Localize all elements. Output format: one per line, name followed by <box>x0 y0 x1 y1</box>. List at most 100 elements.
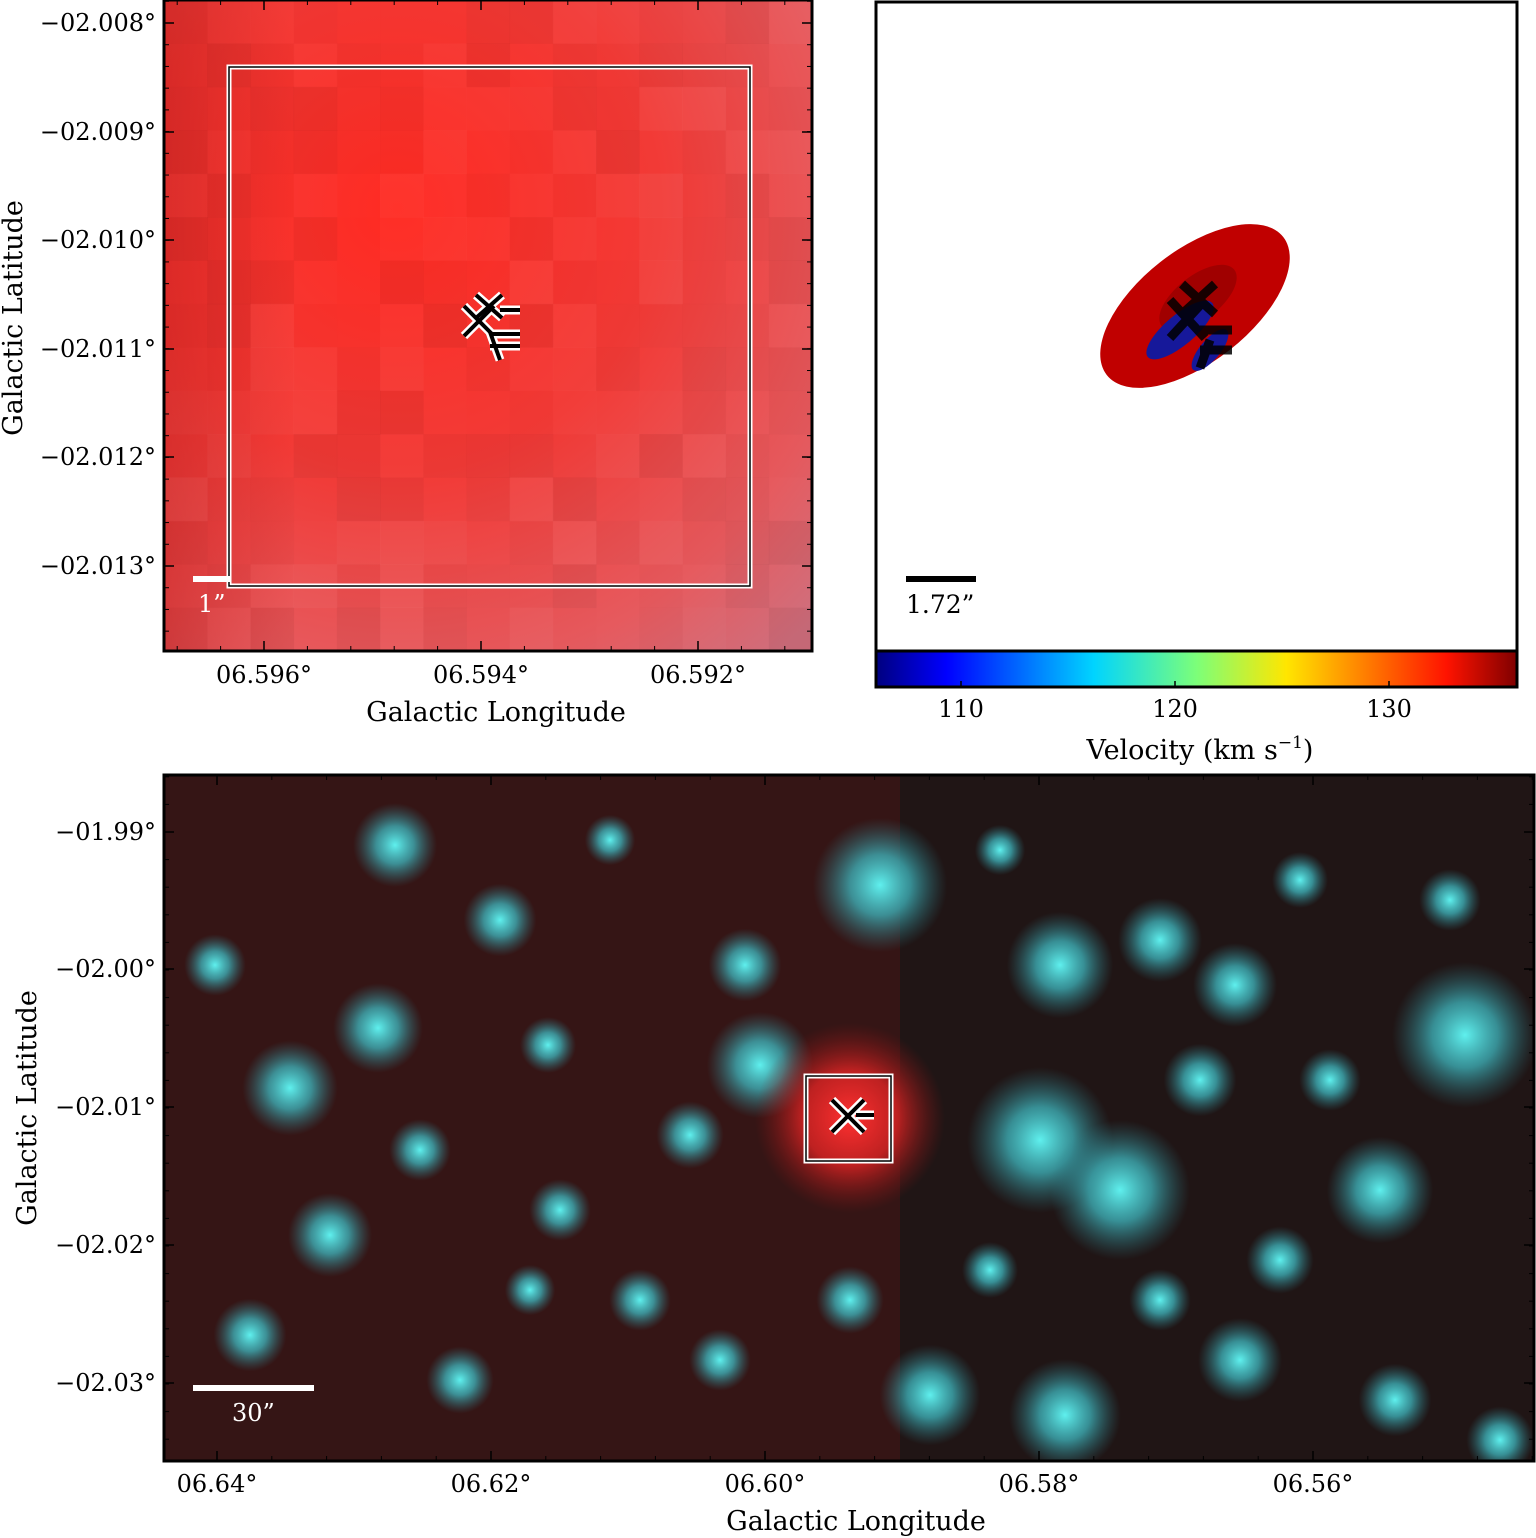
tl-pixel <box>294 477 338 521</box>
tl-pixel <box>423 347 467 391</box>
tl-pixel <box>553 174 597 218</box>
tl-pixel <box>293 390 338 435</box>
tl-pixel <box>639 391 683 435</box>
source-blob <box>1163 1043 1237 1117</box>
tl-pixel <box>294 0 338 44</box>
tl-ytick-label: −02.009° <box>40 118 156 146</box>
tl-pixel <box>423 260 467 304</box>
tl-pixel <box>509 260 554 305</box>
tl-xlabel: Galactic Longitude <box>366 697 626 728</box>
tl-pixel <box>639 304 683 348</box>
tl-pixel-grid <box>164 0 813 652</box>
bottom-xtick-label: 06.58° <box>999 1470 1080 1498</box>
colorbar-tick-label: 130 <box>1366 695 1412 723</box>
source-blob <box>1050 1120 1190 1260</box>
source-blob <box>1006 911 1114 1019</box>
tl-pixel <box>337 87 381 131</box>
tl-pixel <box>250 434 294 478</box>
tl-pixel <box>553 260 597 304</box>
tl-pixel <box>250 607 295 652</box>
tl-pixel <box>769 347 813 391</box>
tl-pixel <box>553 608 597 652</box>
tl-pixel <box>293 217 338 261</box>
tl-pixel <box>768 607 813 652</box>
tl-xtick-label: 06.592° <box>650 661 746 689</box>
tl-pixel <box>164 434 208 478</box>
tl-pixel <box>553 347 597 391</box>
tl-pixel <box>423 477 467 521</box>
source-blob <box>974 824 1026 876</box>
tl-pixel <box>726 391 770 435</box>
tl-pixel <box>726 304 770 348</box>
tl-pixel <box>380 0 424 44</box>
tl-ytick-label: −02.011° <box>40 335 156 363</box>
tl-pixel <box>294 347 338 391</box>
bottom-panel: 30” −01.99° −02.00° −02.01° −02.02° −02.… <box>12 773 1536 1537</box>
tl-pixel <box>726 434 770 478</box>
tl-pixel <box>164 87 208 131</box>
source-blob <box>812 817 948 953</box>
tl-pixel <box>423 174 467 218</box>
tl-pixel <box>380 304 424 348</box>
source-blob <box>353 803 437 887</box>
tl-pixel <box>510 391 554 435</box>
tl-pixel <box>769 391 813 435</box>
top-right-panel: 1.72” 110 120 130 Velocity (km s−1) <box>874 0 1519 766</box>
source-blob <box>962 1242 1018 1298</box>
tl-pixel <box>639 86 683 131</box>
tl-pixel <box>553 87 597 131</box>
tl-pixel <box>596 87 640 131</box>
tl-pixel <box>423 303 467 348</box>
bottom-sources <box>184 803 1534 1461</box>
bottom-ytick-label: −02.03° <box>55 1369 156 1397</box>
source-blob <box>288 1193 372 1277</box>
tl-pixel <box>682 304 726 348</box>
tl-pixel <box>726 217 770 261</box>
colorbar-label-exponent: −1 <box>1278 733 1303 753</box>
tl-pixel <box>639 260 683 305</box>
source-blob <box>1129 1269 1191 1331</box>
tl-pixel <box>164 521 208 565</box>
tl-pixel <box>769 564 813 608</box>
source-blob <box>529 1179 591 1241</box>
tl-pixel <box>682 347 727 392</box>
tl-pixel <box>337 347 381 391</box>
tl-pixel <box>553 0 597 44</box>
tl-pixel <box>682 477 726 521</box>
tl-pixel <box>164 260 208 304</box>
tl-pixel <box>596 174 640 218</box>
tl-pixel <box>466 521 510 565</box>
tl-pixel <box>466 0 510 44</box>
tl-pixel <box>294 174 338 218</box>
tl-pixel <box>380 260 424 305</box>
colorbar-label-text: Velocity (km s <box>1086 735 1278 766</box>
bottom-ytick-label: −02.02° <box>55 1231 156 1259</box>
tl-x-tick-labels: 06.596° 06.594° 06.592° <box>216 661 746 689</box>
tl-pixel <box>682 521 726 565</box>
tl-pixel <box>726 130 770 174</box>
tl-pixel <box>466 391 510 435</box>
tl-pixel <box>423 130 467 174</box>
tl-pixel <box>380 87 424 131</box>
source-blob <box>1466 1406 1534 1461</box>
colorbar-label: Velocity (km s−1) <box>1086 733 1314 766</box>
source-blob <box>879 1344 981 1446</box>
tl-region-box-inner <box>228 66 751 587</box>
tl-pixel <box>768 520 813 565</box>
tl-pixel <box>250 477 294 521</box>
source-blob <box>333 983 423 1073</box>
source-blob <box>184 934 246 996</box>
source-blob <box>389 1119 451 1181</box>
tl-pixel <box>639 0 683 44</box>
tl-pixel <box>682 86 727 131</box>
tl-pixel <box>466 347 510 391</box>
source-blob <box>1009 1359 1121 1461</box>
tl-pixel <box>596 608 640 652</box>
tl-pixel <box>423 434 467 478</box>
tl-pixel <box>294 608 338 652</box>
tl-pixel <box>337 391 381 435</box>
tl-pixel <box>337 174 381 218</box>
tl-pixel <box>380 217 424 261</box>
tl-pixel <box>164 304 208 348</box>
